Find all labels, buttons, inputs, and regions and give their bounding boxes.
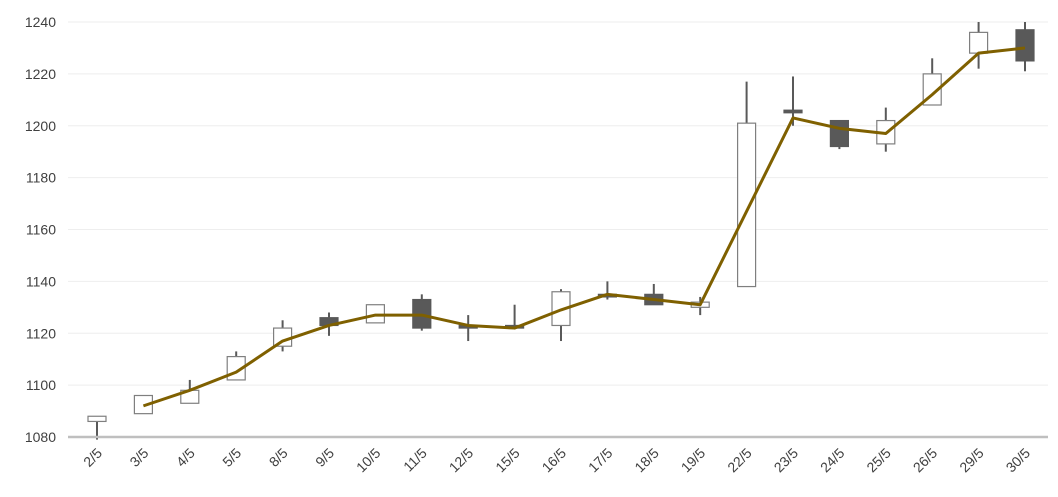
y-axis-tick-labels: 1080 1100 1120 1140 1160 1180 1200 1220 1240 xyxy=(25,14,56,445)
x-tick-label: 4/5 xyxy=(173,445,198,470)
candles xyxy=(87,22,1035,440)
candle-body-up xyxy=(736,122,757,288)
candle xyxy=(829,119,850,150)
candle-body-down xyxy=(1015,29,1035,62)
y-tick-label: 1080 xyxy=(25,429,56,445)
x-tick-label: 2/5 xyxy=(80,445,105,470)
candle-body-up xyxy=(87,415,107,423)
x-tick-label: 23/5 xyxy=(771,445,802,476)
x-tick-label: 9/5 xyxy=(312,445,337,470)
moving-average xyxy=(142,46,1026,408)
x-tick-label: 26/5 xyxy=(910,445,941,476)
y-tick-label: 1220 xyxy=(25,66,56,82)
candle-body-down xyxy=(829,119,850,148)
y-tick-label: 1100 xyxy=(26,377,56,393)
x-tick-label: 8/5 xyxy=(266,445,291,470)
gridlines xyxy=(68,21,1048,386)
x-tick-label: 16/5 xyxy=(539,445,570,476)
y-tick-label: 1200 xyxy=(25,118,56,134)
x-tick-label: 17/5 xyxy=(585,445,616,476)
x-tick-label: 19/5 xyxy=(678,445,709,476)
y-tick-label: 1140 xyxy=(26,273,56,289)
candle xyxy=(736,81,757,288)
candle xyxy=(273,320,293,352)
x-tick-label: 30/5 xyxy=(1003,445,1034,476)
candle-body-down xyxy=(783,109,803,114)
x-tick-label: 18/5 xyxy=(631,445,662,476)
candle-body-up xyxy=(968,31,989,54)
candle xyxy=(87,415,107,440)
x-tick-label: 3/5 xyxy=(126,445,151,470)
x-axis-tick-labels: 2/5 3/5 4/5 5/5 8/5 9/5 10/5 11/5 12/5 15/5 16/5 17… xyxy=(80,445,1033,476)
x-tick-label: 24/5 xyxy=(817,445,848,476)
x-tick-label: 12/5 xyxy=(446,445,477,476)
y-tick-label: 1120 xyxy=(26,325,56,341)
x-tick-label: 15/5 xyxy=(492,445,523,476)
candle xyxy=(458,315,478,342)
moving-average-line xyxy=(142,46,1026,408)
x-tick-label: 11/5 xyxy=(400,445,430,475)
candle xyxy=(968,22,989,69)
y-tick-label: 1160 xyxy=(26,222,56,238)
x-tick-label: 22/5 xyxy=(724,445,755,476)
x-tick-label: 29/5 xyxy=(956,445,987,476)
y-tick-label: 1180 xyxy=(26,170,56,186)
y-tick-label: 1240 xyxy=(25,14,56,30)
x-tick-label: 5/5 xyxy=(219,445,244,470)
candle xyxy=(412,294,432,331)
x-tick-label: 10/5 xyxy=(353,445,384,476)
candle xyxy=(1015,22,1035,72)
x-tick-label: 25/5 xyxy=(863,445,894,476)
